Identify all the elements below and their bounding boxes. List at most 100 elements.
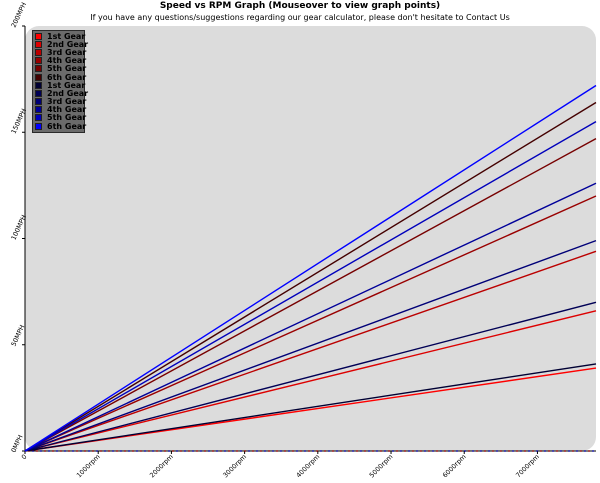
legend-item: 4th Gear: [35, 56, 86, 65]
x-axis-marker: [316, 450, 318, 452]
x-axis-marker: [396, 450, 398, 452]
legend-swatch: [35, 65, 42, 73]
y-tick-label: 50MPH: [10, 324, 27, 348]
legend-swatch: [35, 114, 42, 122]
x-axis-marker: [240, 450, 242, 452]
x-axis-marker: [400, 450, 402, 452]
x-axis-marker: [448, 450, 450, 452]
x-axis-marker: [280, 450, 282, 452]
legend-swatch: [35, 98, 42, 106]
legend-item: 1st Gear: [35, 81, 85, 90]
x-axis-marker: [100, 450, 102, 452]
legend-label: 6th Gear: [47, 121, 87, 131]
x-axis-marker: [152, 450, 154, 452]
contact-subtitle[interactable]: If you have any questions/suggestions re…: [90, 13, 510, 22]
legend-swatch: [35, 57, 42, 65]
x-axis-marker: [88, 450, 90, 452]
x-axis-marker: [440, 450, 442, 452]
x-axis-marker: [172, 450, 174, 452]
legend-label: 3rd Gear: [47, 97, 87, 107]
x-axis-marker: [256, 450, 258, 452]
x-axis-marker: [344, 450, 346, 452]
legend-item: 2nd Gear: [35, 89, 88, 98]
x-axis-marker: [492, 450, 494, 452]
x-axis-marker: [420, 450, 422, 452]
x-tick-label: 0: [20, 453, 29, 462]
legend-label: 2nd Gear: [47, 88, 89, 98]
x-axis-marker: [116, 450, 118, 452]
chart-title: Speed vs RPM Graph (Mouseover to view gr…: [159, 1, 441, 11]
x-axis-marker: [380, 450, 382, 452]
series-line: [24, 250, 597, 452]
x-tick-label: 7000rpm: [514, 453, 541, 480]
legend-swatch: [35, 81, 42, 89]
x-tick-label: 2000rpm: [148, 453, 175, 480]
x-axis-marker: [372, 450, 374, 452]
legend-swatch: [35, 122, 42, 130]
x-axis-marker: [208, 450, 210, 452]
legend-item: 6th Gear: [35, 122, 86, 131]
x-axis-marker: [300, 450, 302, 452]
chart-legend: 1st Gear 2nd Gear 3rd Gear 4th Gear 5th Gear…: [32, 30, 88, 134]
x-axis-marker: [304, 450, 306, 452]
x-axis-marker: [424, 450, 426, 452]
x-axis-marker: [516, 450, 518, 452]
legend-label: 1st Gear: [47, 31, 86, 41]
x-axis-marker: [52, 450, 54, 452]
x-axis-marker: [444, 450, 446, 452]
x-axis-marker: [160, 450, 162, 452]
legend-label: 6th Gear: [47, 72, 87, 82]
x-axis-marker: [512, 450, 514, 452]
x-axis-marker: [384, 450, 386, 452]
x-axis-marker: [200, 450, 202, 452]
x-axis-marker: [360, 450, 362, 452]
legend-item: 4th Gear: [35, 105, 86, 114]
x-axis-marker: [460, 450, 462, 452]
x-axis-marker: [260, 450, 262, 452]
x-axis-marker: [164, 450, 166, 452]
x-axis-marker: [348, 450, 350, 452]
x-axis-marker: [356, 450, 358, 452]
x-axis-marker: [80, 450, 82, 452]
x-axis-marker: [180, 450, 182, 452]
x-axis-marker: [328, 450, 330, 452]
x-axis-marker: [236, 450, 238, 452]
x-axis-marker: [324, 450, 326, 452]
x-axis-marker: [536, 450, 538, 452]
x-axis-marker: [476, 450, 478, 452]
x-tick-label: 6000rpm: [441, 453, 468, 480]
legend-swatch: [35, 40, 42, 48]
x-axis-marker: [204, 450, 206, 452]
x-axis-marker: [572, 450, 574, 452]
x-axis-marker: [496, 450, 498, 452]
x-axis-marker: [488, 450, 490, 452]
legend-swatch: [35, 73, 42, 81]
legend-swatch: [35, 106, 42, 114]
x-axis-marker: [48, 450, 50, 452]
x-axis-marker: [140, 450, 142, 452]
x-axis-marker: [136, 450, 138, 452]
x-axis-marker: [412, 450, 414, 452]
x-axis-marker: [40, 450, 42, 452]
x-axis-marker: [68, 450, 70, 452]
x-axis-marker: [108, 450, 110, 452]
x-axis-marker: [252, 450, 254, 452]
x-axis-marker: [72, 450, 74, 452]
x-axis-marker: [480, 450, 482, 452]
x-axis-marker: [332, 450, 334, 452]
x-axis-marker: [544, 450, 546, 452]
x-axis-marker: [296, 450, 298, 452]
x-axis-marker: [408, 450, 410, 452]
series-line: [24, 195, 597, 452]
x-axis-marker: [276, 450, 278, 452]
x-axis-marker: [556, 450, 558, 452]
x-axis-marker: [560, 450, 562, 452]
x-tick-label: 4000rpm: [295, 453, 322, 480]
x-axis-marker: [508, 450, 510, 452]
legend-item: 3rd Gear: [35, 97, 86, 106]
x-axis-marker: [128, 450, 130, 452]
legend-swatch: [35, 32, 42, 40]
x-axis-marker: [368, 450, 370, 452]
x-axis-marker: [524, 450, 526, 452]
x-axis-marker: [548, 450, 550, 452]
